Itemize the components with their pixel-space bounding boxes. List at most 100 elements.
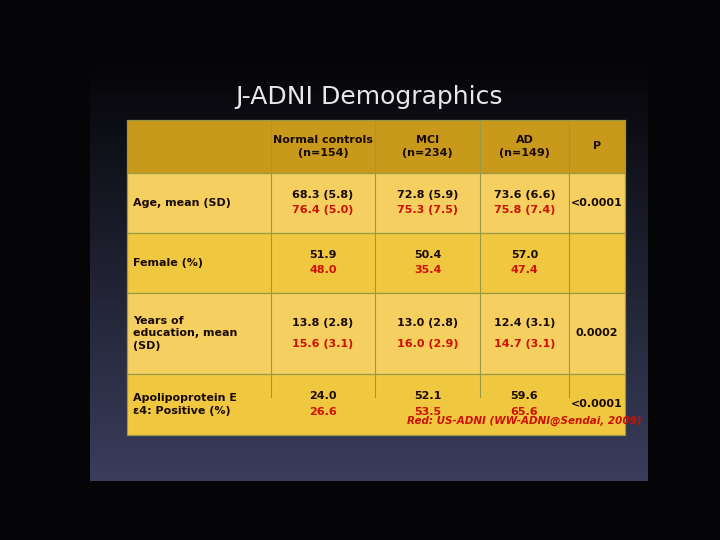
Bar: [90, 268, 648, 273]
Bar: [90, 331, 648, 335]
Text: 48.0: 48.0: [309, 266, 337, 275]
Text: 51.9: 51.9: [309, 250, 337, 260]
Bar: [90, 202, 648, 206]
Bar: [127, 173, 625, 233]
Bar: [90, 322, 648, 327]
Text: 59.6: 59.6: [510, 392, 539, 401]
Bar: [90, 169, 648, 173]
Bar: [90, 177, 648, 181]
Bar: [90, 410, 648, 414]
Text: Red: US-ADNI (WW-ADNI@Sendai, 2009): Red: US-ADNI (WW-ADNI@Sendai, 2009): [407, 415, 642, 426]
Text: 35.4: 35.4: [414, 266, 441, 275]
Bar: [90, 319, 648, 322]
Bar: [90, 231, 648, 235]
Bar: [127, 120, 625, 173]
Bar: [90, 102, 648, 106]
Bar: [90, 244, 648, 248]
Bar: [90, 214, 648, 219]
Bar: [90, 152, 648, 156]
Text: AD
(n=149): AD (n=149): [499, 135, 550, 158]
Text: 14.7 (3.1): 14.7 (3.1): [494, 339, 555, 349]
Bar: [90, 173, 648, 177]
Text: 73.6 (6.6): 73.6 (6.6): [494, 190, 555, 200]
Text: 24.0: 24.0: [309, 392, 337, 401]
Bar: [90, 227, 648, 231]
Bar: [90, 447, 648, 451]
Bar: [90, 294, 648, 298]
Text: 26.6: 26.6: [309, 407, 337, 417]
Bar: [90, 348, 648, 352]
Bar: [90, 281, 648, 285]
Bar: [90, 127, 648, 131]
Bar: [127, 233, 625, 293]
Text: Apolipoprotein E
ε4: Positive (%): Apolipoprotein E ε4: Positive (%): [133, 393, 238, 416]
Bar: [90, 69, 648, 73]
Bar: [90, 393, 648, 397]
Bar: [90, 327, 648, 331]
Bar: [90, 73, 648, 77]
Bar: [90, 235, 648, 239]
Bar: [90, 239, 648, 244]
Bar: [90, 289, 648, 294]
Bar: [90, 198, 648, 202]
Bar: [90, 339, 648, 343]
Text: 16.0 (2.9): 16.0 (2.9): [397, 339, 458, 349]
Bar: [90, 119, 648, 123]
Text: <0.0001: <0.0001: [571, 400, 623, 409]
Text: 52.1: 52.1: [414, 392, 441, 401]
Bar: [90, 106, 648, 111]
Text: 75.8 (7.4): 75.8 (7.4): [494, 205, 555, 215]
Bar: [90, 451, 648, 456]
Bar: [90, 314, 648, 319]
Bar: [90, 427, 648, 431]
Text: Age, mean (SD): Age, mean (SD): [133, 198, 231, 207]
Bar: [90, 131, 648, 136]
Bar: [90, 194, 648, 198]
Bar: [90, 431, 648, 435]
Bar: [90, 443, 648, 447]
Bar: [90, 464, 648, 468]
Bar: [90, 165, 648, 168]
Bar: [90, 406, 648, 410]
Bar: [90, 77, 648, 82]
Text: 76.4 (5.0): 76.4 (5.0): [292, 205, 354, 215]
Bar: [90, 418, 648, 422]
Text: Years of
education, mean
(SD): Years of education, mean (SD): [133, 316, 238, 350]
Bar: [90, 114, 648, 119]
Bar: [90, 148, 648, 152]
Text: 57.0: 57.0: [510, 250, 538, 260]
Text: <0.0001: <0.0001: [571, 198, 623, 207]
Text: 72.8 (5.9): 72.8 (5.9): [397, 190, 458, 200]
Bar: [90, 206, 648, 211]
Bar: [90, 352, 648, 356]
Bar: [90, 439, 648, 443]
Bar: [90, 223, 648, 227]
Bar: [90, 335, 648, 339]
Text: 53.5: 53.5: [414, 407, 441, 417]
Bar: [90, 456, 648, 460]
Text: 47.4: 47.4: [510, 266, 539, 275]
Bar: [127, 293, 625, 374]
Bar: [90, 368, 648, 373]
Bar: [90, 140, 648, 144]
Bar: [90, 260, 648, 265]
Bar: [90, 343, 648, 348]
Bar: [90, 310, 648, 314]
Bar: [90, 306, 648, 310]
Bar: [90, 190, 648, 194]
Text: 15.6 (3.1): 15.6 (3.1): [292, 339, 354, 349]
Bar: [90, 252, 648, 256]
Bar: [90, 90, 648, 94]
Bar: [90, 285, 648, 289]
Bar: [90, 476, 648, 481]
Bar: [90, 256, 648, 260]
Bar: [90, 414, 648, 418]
Text: J-ADNI Demographics: J-ADNI Demographics: [235, 85, 503, 109]
Bar: [90, 111, 648, 114]
Bar: [90, 435, 648, 439]
Text: 75.3 (7.5): 75.3 (7.5): [397, 205, 458, 215]
Text: 50.4: 50.4: [414, 250, 441, 260]
Bar: [90, 211, 648, 214]
Bar: [90, 94, 648, 98]
Bar: [90, 144, 648, 148]
